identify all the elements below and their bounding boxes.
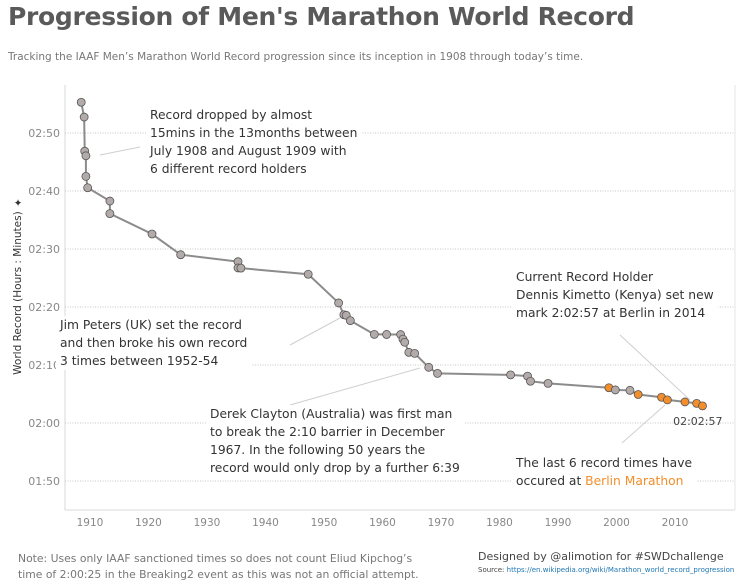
y-tick-label: 01:50	[28, 475, 60, 488]
annotation-line: to break the 2:10 barrier in December	[210, 425, 445, 439]
annotation-line: 15mins in the 13months between	[150, 126, 358, 140]
annotation-line: Derek Clayton (Australia) was first man	[210, 407, 453, 421]
source-link[interactable]: https://en.wikipedia.org/wiki/Marathon_w…	[506, 566, 735, 574]
data-point	[400, 337, 410, 347]
series-line	[80, 102, 703, 407]
footnote-line: time of 2:00:25 in the Breaking2 event a…	[18, 568, 419, 581]
y-tick-label: 02:20	[28, 301, 60, 314]
annotation-early-drop: Record dropped by almost 15mins in the 1…	[146, 106, 362, 178]
data-point	[433, 369, 442, 378]
annotation-line: The last 6 record times have	[516, 456, 693, 470]
annotation-connector	[621, 404, 666, 444]
berlin-highlight: Berlin Marathon	[585, 474, 684, 488]
chart-title: Progression of Men's Marathon World Reco…	[8, 2, 635, 31]
annotation-line: Current Record Holder	[516, 270, 654, 284]
x-tick-label: 2010	[662, 517, 689, 529]
annotation-jim-peters: Jim Peters (UK) set the record and then …	[56, 316, 252, 370]
annotation-line: Jim Peters (UK) set the record	[60, 318, 242, 332]
annotation-berlin: The last 6 record times have occured at …	[512, 454, 697, 490]
annotation-connector	[99, 146, 141, 156]
annotation-line: occured at Berlin Marathon	[516, 472, 692, 490]
x-tick-label: 1990	[545, 517, 572, 529]
data-point-berlin	[698, 401, 707, 411]
annotation-line: record would only drop by a further 6:39	[210, 461, 460, 475]
data-point	[236, 263, 246, 273]
data-point	[506, 370, 516, 380]
data-point	[105, 196, 115, 206]
data-point	[83, 183, 93, 193]
data-point-berlin	[662, 395, 672, 405]
x-tick-label: 1910	[77, 517, 104, 529]
y-tick-label: 02:10	[28, 359, 60, 372]
y-tick-label: 02:50	[28, 127, 60, 140]
data-point	[369, 329, 379, 339]
y-tick-label: 02:30	[28, 243, 60, 256]
x-tick-label: 1970	[428, 517, 455, 529]
footnote: Note: Uses only IAAF sanctioned times so…	[18, 551, 419, 583]
data-point	[79, 112, 89, 122]
annotation-connector	[289, 367, 421, 406]
data-point	[526, 376, 535, 386]
annotation-current-record: Current Record Holder Dennis Kimetto (Ke…	[512, 268, 718, 322]
annotation-line: mark 2:02:57 at Berlin in 2014	[516, 306, 706, 320]
annotation-connector	[619, 334, 691, 401]
annotation-line: Dennis Kimetto (Kenya) set new	[516, 288, 714, 302]
x-tick-label: 1980	[486, 517, 513, 529]
annotation-connector	[289, 317, 341, 346]
annotation-line: July 1908 and August 1909 with	[150, 144, 347, 158]
data-point	[410, 348, 420, 358]
annotation-line: Record dropped by almost	[150, 108, 313, 122]
annotation-line: and then broke his own record	[60, 336, 248, 350]
pin-icon[interactable]: ✦	[13, 197, 23, 210]
source: Source: https://en.wikipedia.org/wiki/Ma…	[478, 566, 734, 574]
annotation-line: 3 times between 1952-54	[60, 354, 219, 368]
data-point	[81, 151, 91, 161]
annotation-text: occured at	[516, 474, 586, 488]
source-label: Source:	[478, 566, 507, 574]
data-point	[382, 330, 391, 339]
x-tick-label: 1940	[252, 517, 279, 529]
footnote-line: Note: Uses only IAAF sanctioned times so…	[18, 552, 413, 565]
last-point-label: 02:02:57	[673, 415, 722, 428]
data-point	[543, 378, 553, 388]
chart-subtitle: Tracking the IAAF Men’s Marathon World R…	[8, 51, 584, 63]
data-point	[625, 385, 635, 395]
x-tick-label: 1950	[311, 517, 338, 529]
data-point	[345, 316, 355, 326]
credit: Designed by @alimotion for #SWDchallenge	[478, 550, 724, 563]
x-tick-label: 1920	[135, 517, 162, 529]
y-tick-label: 02:00	[28, 417, 60, 430]
data-point-berlin	[680, 397, 690, 407]
data-point	[303, 269, 313, 279]
y-tick-label: 02:40	[28, 185, 60, 198]
x-tick-label: 2000	[603, 517, 630, 529]
annotation-derek-clayton: Derek Clayton (Australia) was first man …	[206, 405, 464, 477]
data-point	[424, 362, 434, 372]
data-point	[147, 229, 157, 239]
data-point-berlin	[633, 390, 643, 399]
annotation-line: 6 different record holders	[150, 162, 307, 176]
annotation-line: 1967. In the following 50 years the	[210, 443, 426, 457]
data-point	[76, 97, 86, 107]
data-point	[334, 298, 344, 308]
data-point	[81, 172, 91, 181]
y-axis-label: World Record (Hours : Minutes) ✦	[12, 197, 24, 377]
data-point	[105, 209, 115, 219]
x-tick-label: 1960	[369, 517, 396, 529]
y-axis-title: World Record (Hours : Minutes)	[12, 211, 24, 375]
x-tick-label: 1930	[194, 517, 221, 529]
data-point	[610, 385, 620, 395]
data-point	[176, 250, 186, 260]
